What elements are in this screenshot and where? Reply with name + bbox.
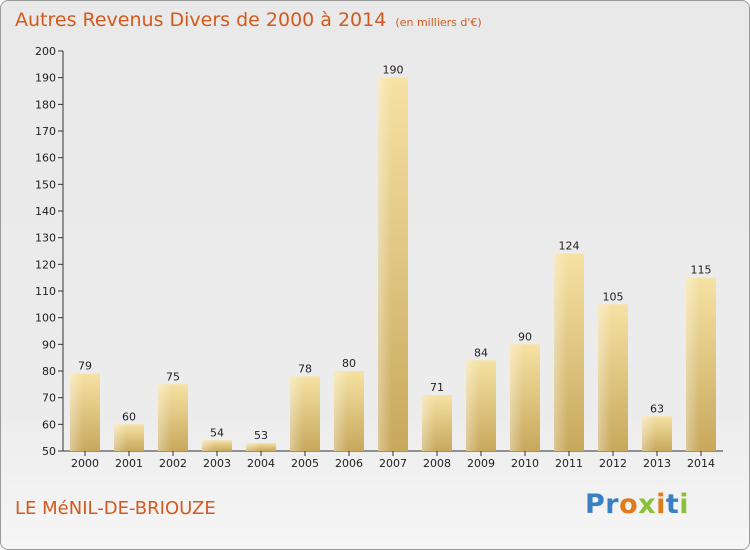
x-tick-label: 2001 — [115, 457, 143, 470]
chart-title: Autres Revenus Divers de 2000 à 2014 (en… — [15, 9, 482, 31]
x-tick-label: 2014 — [687, 457, 715, 470]
bar-value-label: 124 — [559, 240, 580, 253]
bar-highlight — [246, 443, 260, 451]
bar-value-label: 80 — [342, 357, 356, 370]
y-tick-label: 180 — [35, 98, 56, 111]
bar-highlight — [510, 344, 524, 451]
logo-letter-t: t — [665, 489, 680, 520]
x-tick-label: 2008 — [423, 457, 451, 470]
bar-highlight — [70, 373, 84, 451]
x-tick-label: 2012 — [599, 457, 627, 470]
y-tick-label: 100 — [35, 312, 56, 325]
x-tick-label: 2005 — [291, 457, 319, 470]
bar-value-label: 53 — [254, 429, 268, 442]
y-tick-label: 60 — [42, 418, 56, 431]
y-axis: 50 60 70 80 90 100 110 120 130 140 150 160 170 180 190… — [35, 45, 64, 458]
y-tick-label: 80 — [42, 365, 56, 378]
y-tick-label: 140 — [35, 205, 56, 218]
bar-value-label: 78 — [298, 362, 312, 375]
bar-value-label: 84 — [474, 346, 488, 359]
x-tick-label: 2002 — [159, 457, 187, 470]
bar-highlight — [114, 424, 128, 451]
bar-highlight — [466, 360, 480, 451]
x-tick-label: 2013 — [643, 457, 671, 470]
x-tick-label: 2007 — [379, 457, 407, 470]
x-axis: 2000 2001 2002 2003 2004 2005 2006 2007 2008 2009… — [63, 450, 723, 470]
logo-letter-p: Pr — [585, 489, 620, 520]
bar-highlight — [554, 253, 568, 451]
y-tick-label: 200 — [35, 45, 56, 58]
x-tick-label: 2006 — [335, 457, 363, 470]
bar — [246, 443, 276, 451]
x-tick-label: 2009 — [467, 457, 495, 470]
logo-letter-i: i — [656, 489, 666, 520]
proxiti-logo[interactable]: Proxiti — [585, 489, 689, 520]
bar-highlight — [378, 77, 392, 452]
logo-letter-o: o — [619, 489, 639, 520]
y-tick-label: 70 — [42, 392, 56, 405]
bar-highlight — [686, 277, 700, 451]
bar-highlight — [158, 384, 172, 451]
bar-value-label: 75 — [166, 370, 180, 383]
bar-value-label: 105 — [603, 290, 624, 303]
bar-highlight — [422, 395, 436, 451]
y-tick-label: 150 — [35, 178, 56, 191]
bar-highlight — [202, 440, 216, 451]
bar-highlight — [290, 376, 304, 451]
x-tick-label: 2003 — [203, 457, 231, 470]
bar-value-label: 90 — [518, 330, 532, 343]
bar-value-label: 60 — [122, 410, 136, 423]
y-tick-label: 90 — [42, 338, 56, 351]
bar-highlight — [334, 371, 348, 451]
x-tick-label: 2011 — [555, 457, 583, 470]
y-tick-label: 120 — [35, 258, 56, 271]
bar-value-label: 71 — [430, 381, 444, 394]
bar-highlight — [598, 304, 612, 451]
bar-value-label: 54 — [210, 426, 224, 439]
bar-value-label: 190 — [383, 64, 404, 77]
chart-title-main: Autres Revenus Divers de 2000 à 2014 — [15, 9, 387, 31]
y-tick-label: 50 — [42, 445, 56, 458]
bar — [202, 440, 232, 451]
logo-letter-x: x — [638, 489, 657, 520]
logo-letter-i2: i — [679, 489, 690, 520]
bar-value-label: 63 — [650, 402, 664, 415]
y-tick-label: 170 — [35, 125, 56, 138]
x-tick-label: 2004 — [247, 457, 275, 470]
y-tick-label: 160 — [35, 152, 56, 165]
x-tick-label: 2000 — [71, 457, 99, 470]
bars: 79 60 75 54 53 78 80 190 71 84 90 124 105 63 115 — [70, 64, 716, 452]
commune-name: LE MéNIL-DE-BRIOUZE — [15, 498, 216, 519]
y-tick-label: 190 — [35, 72, 56, 85]
bar-value-label: 115 — [691, 264, 712, 277]
chart-unit-label: (en milliers d'€) — [395, 16, 482, 29]
bar-highlight — [642, 416, 656, 451]
bar-value-label: 79 — [78, 360, 92, 373]
y-tick-label: 130 — [35, 232, 56, 245]
x-tick-label: 2010 — [511, 457, 539, 470]
y-tick-label: 110 — [35, 285, 56, 298]
